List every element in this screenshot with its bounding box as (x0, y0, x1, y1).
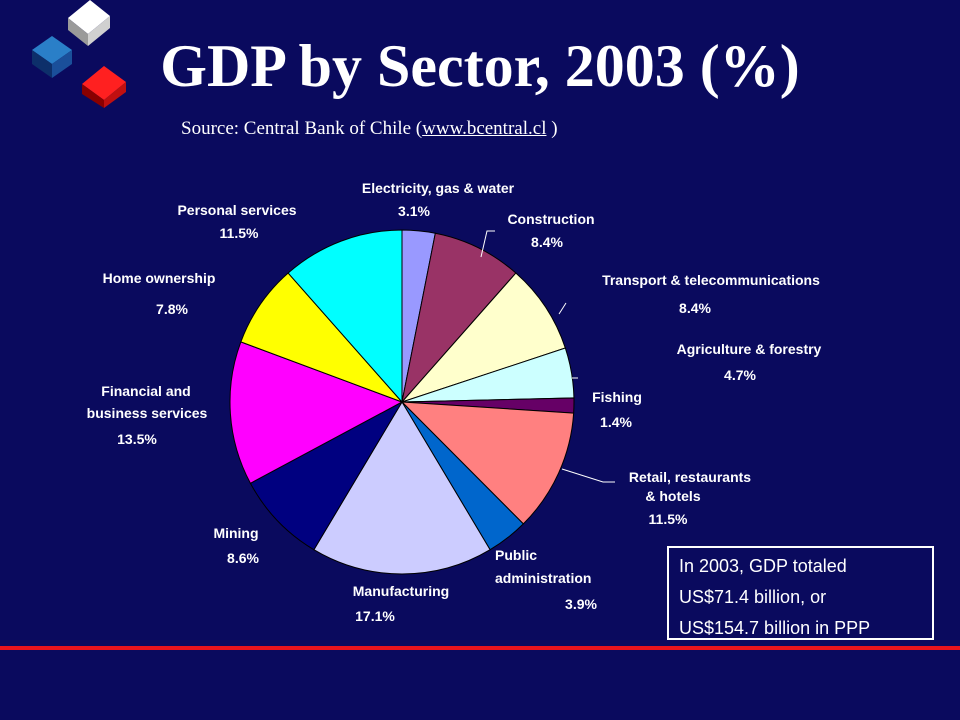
value-mining: 8.6% (227, 550, 259, 566)
label-fishing: Fishing (592, 389, 642, 405)
note-line-1: In 2003, GDP totaled (679, 556, 847, 576)
slice-manufacturing (313, 401, 491, 575)
label-manufacturing: Manufacturing (353, 583, 449, 599)
source-link[interactable]: www.bcentral.cl (422, 118, 547, 139)
slice-transport-telecommunications (400, 272, 566, 404)
label-financial-and-business-services-line-2: business services (87, 405, 208, 421)
bottom-divider (0, 646, 960, 650)
value-manufacturing: 17.1% (355, 608, 395, 624)
source-line: Source: Central Bank of Chile (www.bcent… (181, 118, 558, 140)
value-public-administration: 3.9% (565, 596, 597, 612)
source-prefix: Source: Central Bank of Chile ( (181, 118, 423, 139)
label-financial-and-business-services-line-1: Financial and (101, 383, 190, 399)
label-home-ownership: Home ownership (103, 270, 216, 286)
label-transport-telecommunications: Transport & telecommunications (602, 272, 820, 288)
value-financial-and-business-services: 13.5% (117, 431, 157, 447)
leader-construction (480, 230, 495, 258)
value-electricity-gas-water: 3.1% (398, 203, 430, 219)
label-public-administration-line-2: administration (495, 570, 591, 586)
value-fishing: 1.4% (600, 414, 632, 430)
label-mining: Mining (213, 525, 258, 541)
value-construction: 8.4% (531, 234, 563, 250)
value-transport-telecommunications: 8.4% (679, 300, 711, 316)
slice-personal-services (287, 229, 403, 404)
leader-transport-telecommunications (558, 302, 567, 315)
logo-cubes (32, 0, 126, 108)
label-construction: Construction (507, 211, 594, 227)
label-retail-restaurants-hotels-line-2: & hotels (645, 488, 700, 504)
note-line-2: US$71.4 billion, or (679, 587, 827, 607)
value-personal-services: 11.5% (220, 225, 259, 241)
slice-financial-and-business-services (229, 341, 404, 484)
note-line-3: US$154.7 billion in PPP (679, 618, 871, 638)
source-suffix: ) (546, 118, 558, 139)
label-public-administration-line-1: Public (495, 547, 537, 563)
leader-retail-restaurants-hotels (561, 468, 615, 483)
label-retail-restaurants-hotels-line-1: Retail, restaurants (629, 469, 751, 485)
value-agriculture-forestry: 4.7% (724, 367, 756, 383)
value-retail-restaurants-hotels: 11.5% (649, 511, 688, 527)
label-agriculture-forestry: Agriculture & forestry (677, 341, 822, 357)
slice-construction (401, 232, 517, 404)
label-electricity-gas-water: Electricity, gas & water (362, 180, 515, 196)
page-title: GDP by Sector, 2003 (%) (160, 33, 800, 99)
value-home-ownership: 7.8% (156, 301, 188, 317)
gdp-note-box: In 2003, GDP totaled US$71.4 billion, or… (667, 546, 934, 640)
label-personal-services: Personal services (177, 202, 296, 218)
slice-retail-restaurants-hotels (400, 401, 575, 525)
slice-mining (249, 400, 404, 551)
